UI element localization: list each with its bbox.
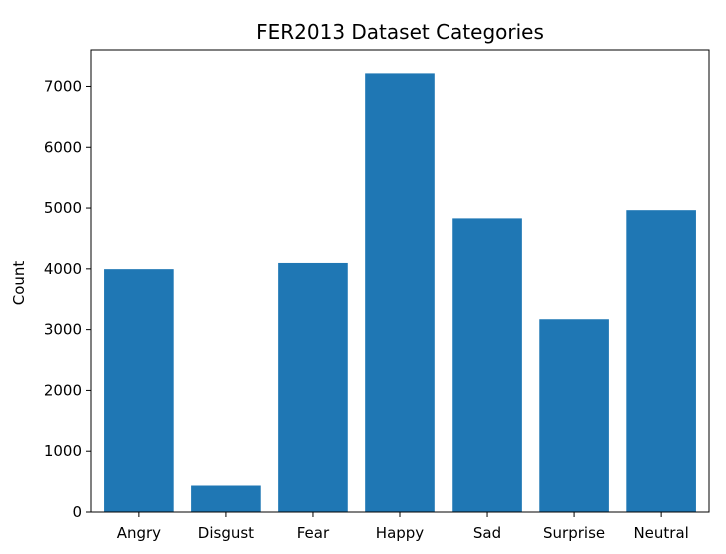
- bar-fear: [278, 262, 348, 512]
- y-axis-label: Count: [10, 261, 28, 306]
- y-tick-label: 2000: [44, 381, 82, 399]
- y-tick-label: 4000: [44, 260, 82, 278]
- x-tick-label: Disgust: [198, 524, 254, 542]
- x-axis-ticks: Angry Disgust Fear Happy Sad Surprise Neutral: [117, 512, 689, 542]
- x-tick-label: Sad: [473, 524, 501, 542]
- chart-title: FER2013 Dataset Categories: [256, 20, 544, 44]
- bar-disgust: [191, 485, 261, 512]
- y-tick-label: 7000: [44, 77, 82, 95]
- x-tick-label: Angry: [117, 524, 161, 542]
- y-tick-label: 3000: [44, 321, 82, 339]
- plot-frame: [90, 49, 710, 513]
- bar-happy: [365, 73, 435, 513]
- x-tick-label: Happy: [376, 524, 425, 542]
- x-tick-label: Surprise: [543, 524, 605, 542]
- bar-sad: [452, 218, 522, 512]
- bar-surprise: [539, 319, 609, 512]
- bars: [104, 73, 696, 513]
- y-axis-ticks: 0 1000 2000 3000 4000 5000 6000 7000: [44, 77, 91, 521]
- y-tick-label: 5000: [44, 199, 82, 217]
- x-tick-label: Neutral: [633, 524, 688, 542]
- x-tick-label: Fear: [297, 524, 330, 542]
- bar-angry: [104, 269, 174, 512]
- y-tick-label: 1000: [44, 442, 82, 460]
- y-tick-label: 6000: [44, 138, 82, 156]
- bar-neutral: [626, 210, 696, 512]
- y-tick-label: 0: [72, 503, 82, 521]
